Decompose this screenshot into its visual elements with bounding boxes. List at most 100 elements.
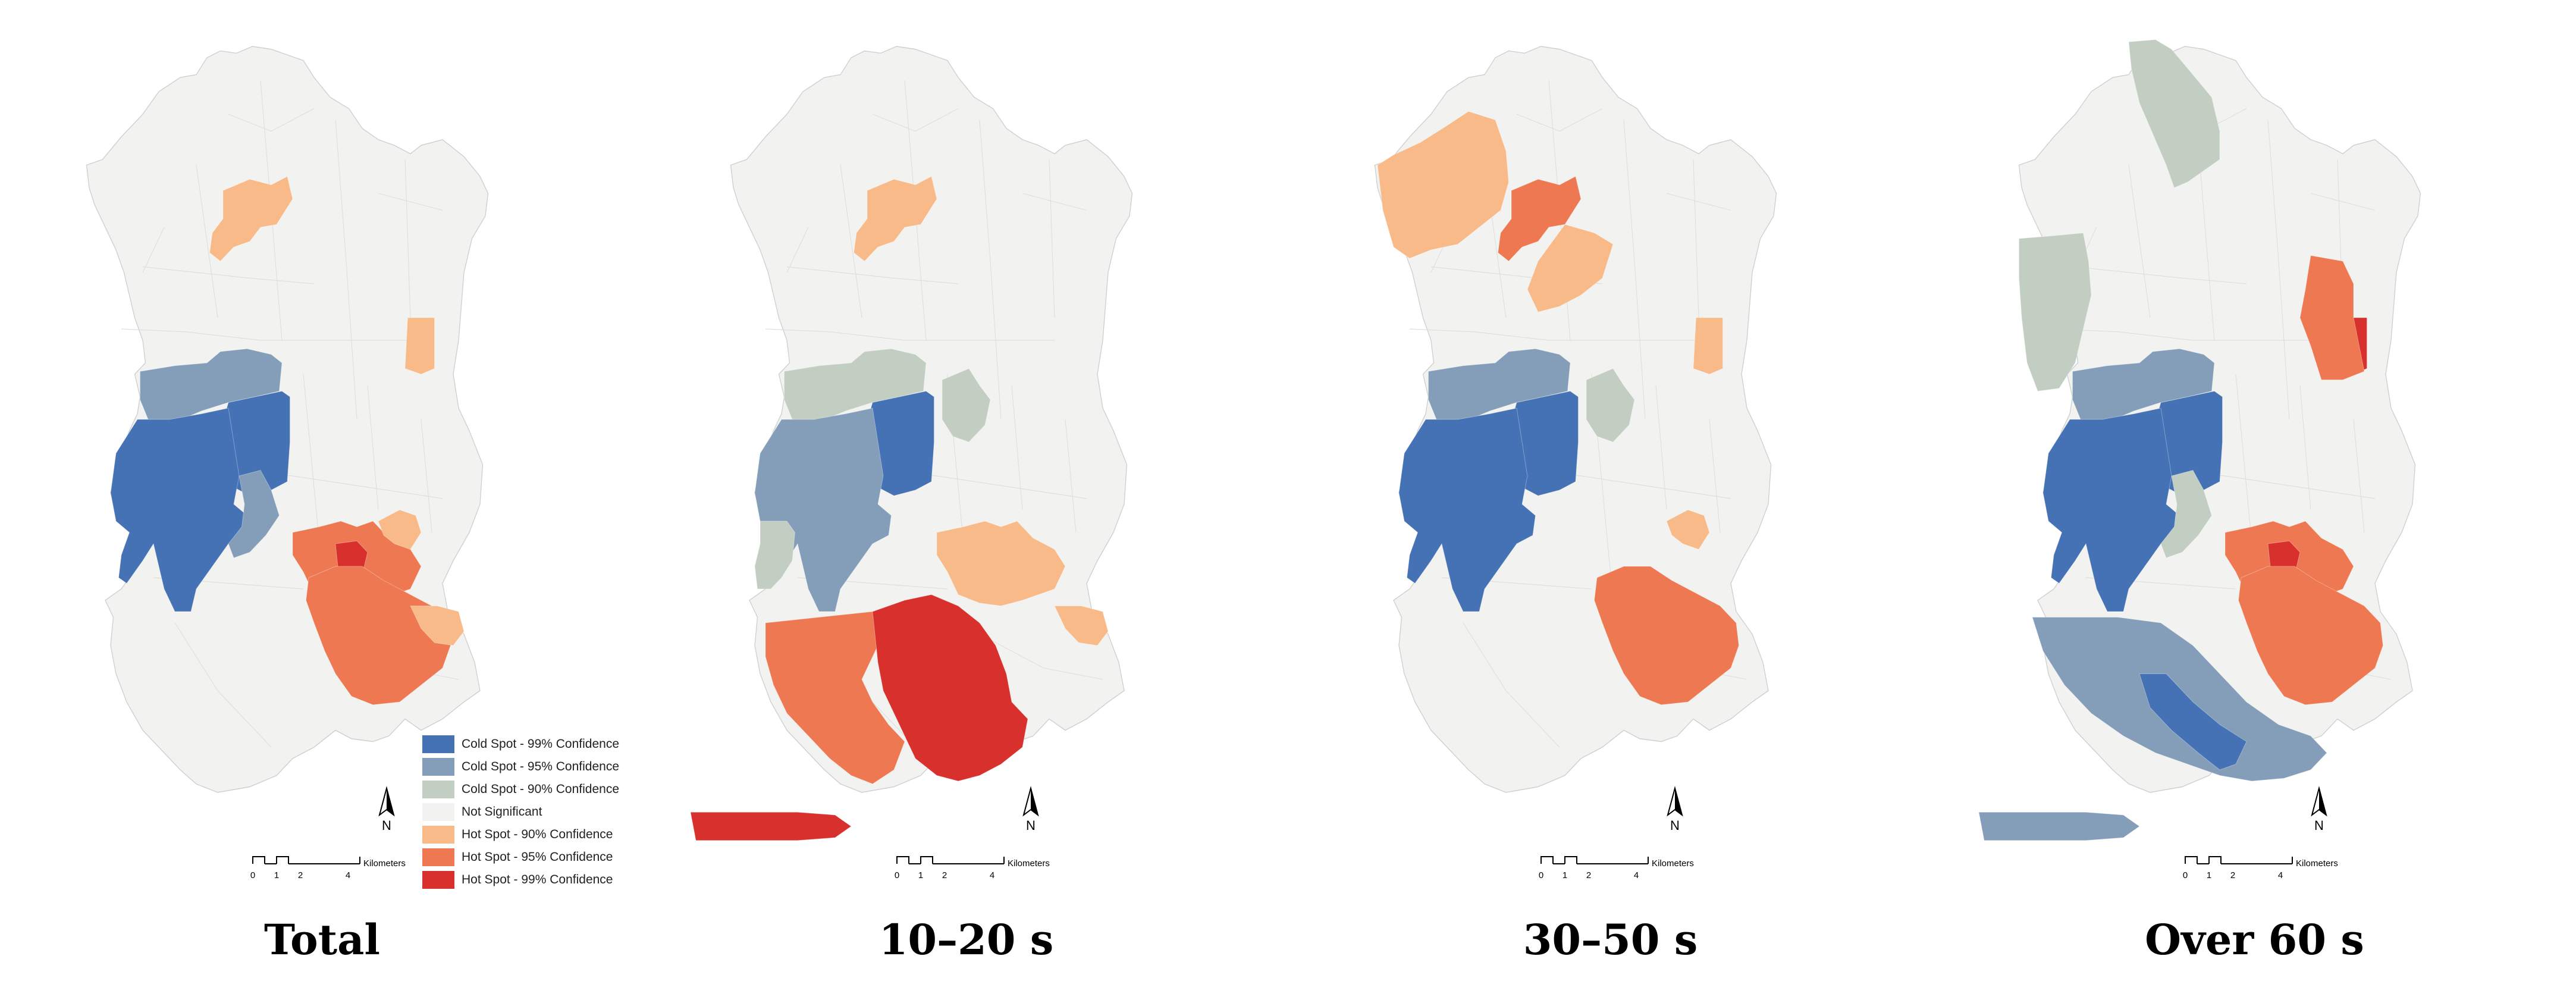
legend-swatch [422, 803, 454, 821]
region-south-band [2139, 673, 2247, 770]
subdistrict-line [196, 165, 218, 318]
north-label: N [1026, 818, 1036, 833]
region-north-top [2128, 39, 2220, 189]
region-north-west [1377, 111, 1509, 259]
map-geometry [1978, 39, 2421, 841]
scale-tick-label: 1 [274, 870, 279, 880]
region-north-mid [1498, 175, 1582, 262]
subdistrict-line [2053, 328, 2343, 341]
scale-tick-label: 0 [2183, 870, 2188, 880]
subdistrict-line [840, 165, 862, 318]
scale-bar: 0 1 2 4 Kilometers [1539, 856, 1694, 880]
scale-tick-label: 2 [298, 870, 303, 880]
map-panel-10-20s: N 0 1 2 4 Kilometers 10–20 s [644, 0, 1288, 981]
map-geometry [1374, 46, 1777, 793]
region-east-upper [1693, 317, 1723, 375]
scale-tick-label: 0 [1539, 870, 1543, 880]
north-arrow-icon [378, 786, 395, 817]
scale-tick-label: 0 [250, 870, 255, 880]
subdistrict-line [1709, 419, 1721, 533]
map-geometry [86, 46, 489, 793]
legend-item-cold-99: Cold Spot - 99% Confidence [422, 733, 625, 756]
region-harbor-south [754, 521, 795, 590]
subdistrict-line [2353, 419, 2365, 533]
region-south-east [1594, 566, 1739, 706]
scale-tick-label: 4 [1634, 870, 1639, 880]
subdistrict-line [2075, 266, 2247, 284]
scale-tick-label: 0 [895, 870, 899, 880]
subdistrict-line [1409, 328, 1699, 341]
region-south-core [872, 594, 1028, 782]
region-center-north [1586, 368, 1635, 443]
legend-label: Cold Spot - 95% Confidence [462, 760, 619, 773]
legend-label: Not Significant [462, 805, 542, 819]
map-panel-30-50s: N 0 1 2 4 Kilometers 30–50 s [1288, 0, 1932, 981]
legend-label: Cold Spot - 99% Confidence [462, 737, 619, 751]
legend-item-cold-95: Cold Spot - 95% Confidence [422, 756, 625, 778]
region-south-east-edge [410, 606, 465, 646]
legend-label: Hot Spot - 95% Confidence [462, 850, 613, 864]
region-center-east [378, 509, 422, 550]
subdistrict-line [1022, 193, 1087, 211]
subdistrict-line [404, 159, 411, 318]
scale-unit-label: Kilometers [1008, 858, 1050, 869]
subdistrict-line [872, 108, 959, 132]
region-south-east-edge [1054, 606, 1109, 646]
legend-swatch [422, 848, 454, 866]
legend-swatch [422, 735, 454, 753]
map-svg: N 0 1 2 4 Kilometers [1374, 46, 1777, 880]
north-label: N [382, 818, 391, 833]
scale-tick-label: 2 [942, 870, 947, 880]
legend-item-not-significant: Not Significant [422, 801, 625, 823]
map-legend: Cold Spot - 99% Confidence Cold Spot - 9… [422, 733, 625, 891]
scale-bar: 0 1 2 4 Kilometers [250, 856, 406, 880]
scale-unit-label: Kilometers [2296, 858, 2338, 869]
legend-swatch [422, 826, 454, 844]
region-harbor [2042, 408, 2180, 612]
subdistrict-line [174, 622, 272, 748]
scale-unit-label: Kilometers [363, 858, 406, 869]
region-east-upper-ring [2299, 255, 2365, 380]
scale-bar: 0 1 2 4 Kilometers [895, 856, 1050, 880]
subdistrict-line [228, 108, 315, 132]
panel-title: Over 60 s [2145, 915, 2364, 964]
subdistrict-line [1666, 193, 1731, 211]
legend-label: Cold Spot - 90% Confidence [462, 782, 619, 796]
region-west-mid [2019, 232, 2092, 392]
north-arrow-icon [1667, 786, 1683, 817]
subdistrict-line [1049, 159, 1055, 318]
subdistrict-line [1065, 419, 1077, 533]
subdistrict-line [142, 227, 165, 273]
subdistrict-line [378, 193, 443, 211]
subdistrict-line [1516, 108, 1603, 132]
subdistrict-line [1011, 385, 1023, 510]
subdistrict-line [2128, 165, 2151, 318]
panel-title: 30–50 s [1523, 915, 1698, 964]
panel-title: 10–20 s [878, 915, 1054, 964]
region-north-mid [854, 175, 937, 262]
region-east-upper [404, 317, 435, 375]
north-label: N [1670, 818, 1680, 833]
subdistrict-line [2299, 385, 2311, 510]
map-geometry [690, 46, 1133, 841]
subdistrict-line [2267, 120, 2290, 420]
region-south-east [2238, 566, 2383, 706]
north-arrow-icon [1022, 786, 1039, 817]
region-south-west [765, 611, 905, 785]
region-harbor-east [228, 469, 280, 559]
scale-tick-label: 1 [918, 870, 923, 880]
legend-swatch [422, 758, 454, 776]
region-center-north [942, 368, 991, 443]
subdistrict-line [142, 266, 315, 284]
scale-tick-label: 4 [990, 870, 994, 880]
region-harbor [110, 408, 247, 612]
map-svg: N 0 1 2 4 Kilometers [690, 46, 1133, 880]
legend-item-cold-90: Cold Spot - 90% Confidence [422, 778, 625, 801]
region-center-east [1666, 509, 1710, 550]
subdistrict-line [1623, 120, 1646, 420]
scale-tick-label: 4 [2278, 870, 2283, 880]
subdistrict-line [1655, 385, 1667, 510]
subdistrict-line [765, 328, 1055, 341]
scale-tick-label: 2 [2230, 870, 2235, 880]
legend-item-hot-95: Hot Spot - 95% Confidence [422, 846, 625, 869]
